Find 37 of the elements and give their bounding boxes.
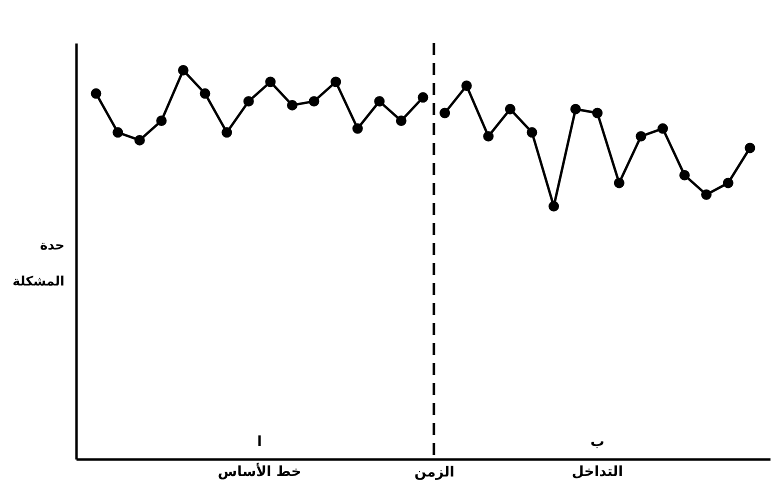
text: التداخل <box>572 464 623 480</box>
point <box>352 123 363 134</box>
point <box>592 108 603 118</box>
point <box>722 178 734 188</box>
point <box>570 104 581 114</box>
point <box>636 131 646 142</box>
point <box>614 178 624 188</box>
annotation: ا <box>257 434 262 450</box>
point <box>286 100 298 110</box>
point <box>200 88 210 99</box>
point <box>330 76 342 88</box>
point <box>483 131 494 142</box>
point <box>526 127 538 138</box>
point <box>243 96 254 107</box>
point <box>156 116 167 126</box>
point <box>701 189 712 200</box>
point <box>308 96 320 107</box>
point <box>418 92 428 103</box>
point <box>744 142 756 154</box>
point <box>548 201 560 212</box>
x-axis-title: الزمن <box>414 464 454 480</box>
point <box>112 127 124 138</box>
text: حدة المشكلة <box>12 238 64 290</box>
point <box>504 104 516 114</box>
point <box>679 170 690 180</box>
text: خط الأساس <box>218 462 302 480</box>
point <box>374 96 385 107</box>
point <box>90 88 102 99</box>
point <box>222 127 232 138</box>
point <box>134 134 145 146</box>
point <box>396 116 406 126</box>
annotation: ب <box>590 434 604 450</box>
point <box>461 80 472 91</box>
point <box>178 64 188 76</box>
point <box>440 108 450 118</box>
point <box>658 123 668 134</box>
point <box>265 76 276 88</box>
